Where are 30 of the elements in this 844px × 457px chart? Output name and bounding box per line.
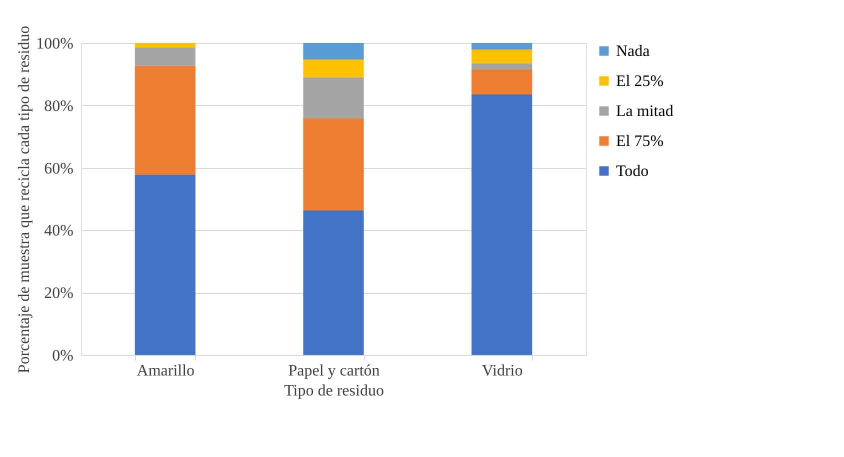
bar — [472, 50, 532, 64]
legend-label: El 75% — [616, 133, 664, 150]
bar — [472, 43, 532, 50]
bar — [472, 63, 532, 70]
bar — [134, 47, 196, 66]
y-tick-label: 80% — [44, 98, 74, 115]
legend-label: Nada — [616, 43, 650, 60]
y-tick-label: 40% — [44, 222, 74, 240]
legend-label: Todo — [616, 163, 649, 180]
y-tick-label: 60% — [44, 160, 74, 178]
bar — [472, 94, 532, 355]
bar — [303, 43, 364, 60]
bar — [303, 77, 364, 119]
legend-label: El 25% — [616, 73, 664, 90]
y-axis-title: Porcentaje de muestra que recicla cada tipo de residuo — [16, 26, 34, 374]
bar — [303, 210, 364, 355]
y-tick-label: 0% — [52, 348, 74, 364]
legend-label: La mitad — [616, 103, 674, 120]
x-tick-label: Vidrio — [482, 362, 523, 380]
y-tick-label: 20% — [44, 285, 74, 302]
x-axis-title: Tipo de residuo — [284, 382, 384, 400]
bar — [303, 60, 364, 78]
y-tick-label: 100% — [36, 36, 74, 52]
x-tick-label: Amarillo — [136, 362, 195, 380]
bar — [134, 66, 196, 175]
bar — [303, 118, 364, 211]
bar — [134, 174, 196, 355]
bar — [472, 70, 532, 94]
bar — [134, 43, 196, 48]
x-tick-label: Papel y cartón — [288, 362, 380, 380]
